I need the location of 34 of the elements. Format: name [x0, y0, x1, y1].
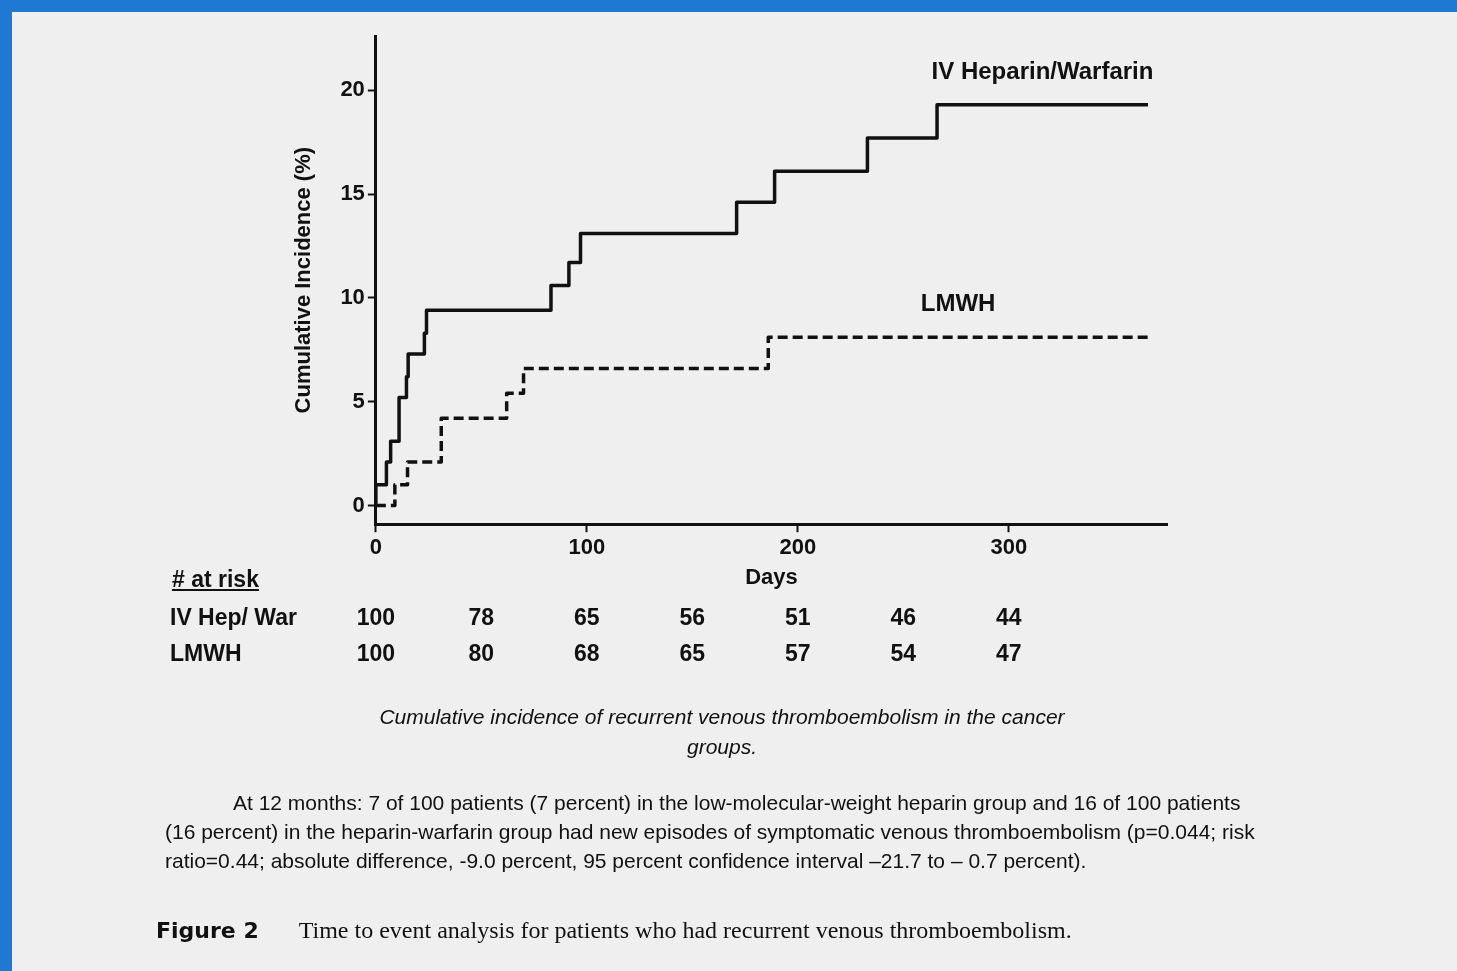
- text: 46: [889, 604, 918, 631]
- text: Cumulative incidence of recurrent venous thromboembolism in the cancer groups.: [378, 704, 1066, 760]
- y-tick-label: 15: [340, 180, 365, 206]
- y-axis-title: Cumulative Incidence (%): [290, 146, 316, 414]
- x-axis-title: Days: [745, 563, 798, 589]
- series-label: LMWH: [919, 289, 997, 318]
- text: # at risk: [172, 566, 259, 593]
- x-tick-label: 300: [990, 534, 1028, 560]
- caption: Figure 2: [156, 918, 259, 943]
- text: 78: [467, 604, 496, 631]
- text: IV Hep/ War: [170, 604, 297, 631]
- x-tick-label: 100: [568, 534, 606, 560]
- text: 56: [678, 604, 707, 631]
- y-tick-label: 0: [352, 491, 365, 517]
- x-tick-label: 200: [779, 534, 817, 560]
- text: 54: [889, 640, 918, 667]
- text: 47: [994, 640, 1023, 667]
- text: 80: [467, 640, 496, 667]
- text: LMWH: [170, 640, 242, 667]
- text: 65: [678, 640, 707, 667]
- y-tick-label: 20: [340, 76, 365, 102]
- text: 57: [784, 640, 812, 667]
- y-tick-label: 5: [352, 387, 365, 413]
- y-tick-label: 10: [340, 283, 365, 309]
- text: 65: [573, 604, 601, 631]
- text: Time to event analysis for patients who had recurrent venous thromboembolism.: [298, 917, 1072, 943]
- x-tick-label: 0: [369, 534, 382, 560]
- text: 100: [355, 604, 397, 631]
- text: 100: [355, 640, 397, 667]
- text: At 12 months: 7 of 100 patients (7 percent) in the low-molecular-weight heparin group and 16 of 100 patients (16 percent) in the heparin-warfarin group had new episodes of symptomatic venous thromboembolism (p=0.044; risk ratio=0.44; absolute difference, -9.0 percent, 95 percent confidence interval –21.7 to – 0.7 percent).: [165, 790, 1256, 874]
- series-label: IV Heparin/Warfarin: [930, 56, 1155, 85]
- text: 68: [573, 640, 601, 667]
- text: 44: [994, 604, 1023, 631]
- text: 51: [784, 604, 812, 631]
